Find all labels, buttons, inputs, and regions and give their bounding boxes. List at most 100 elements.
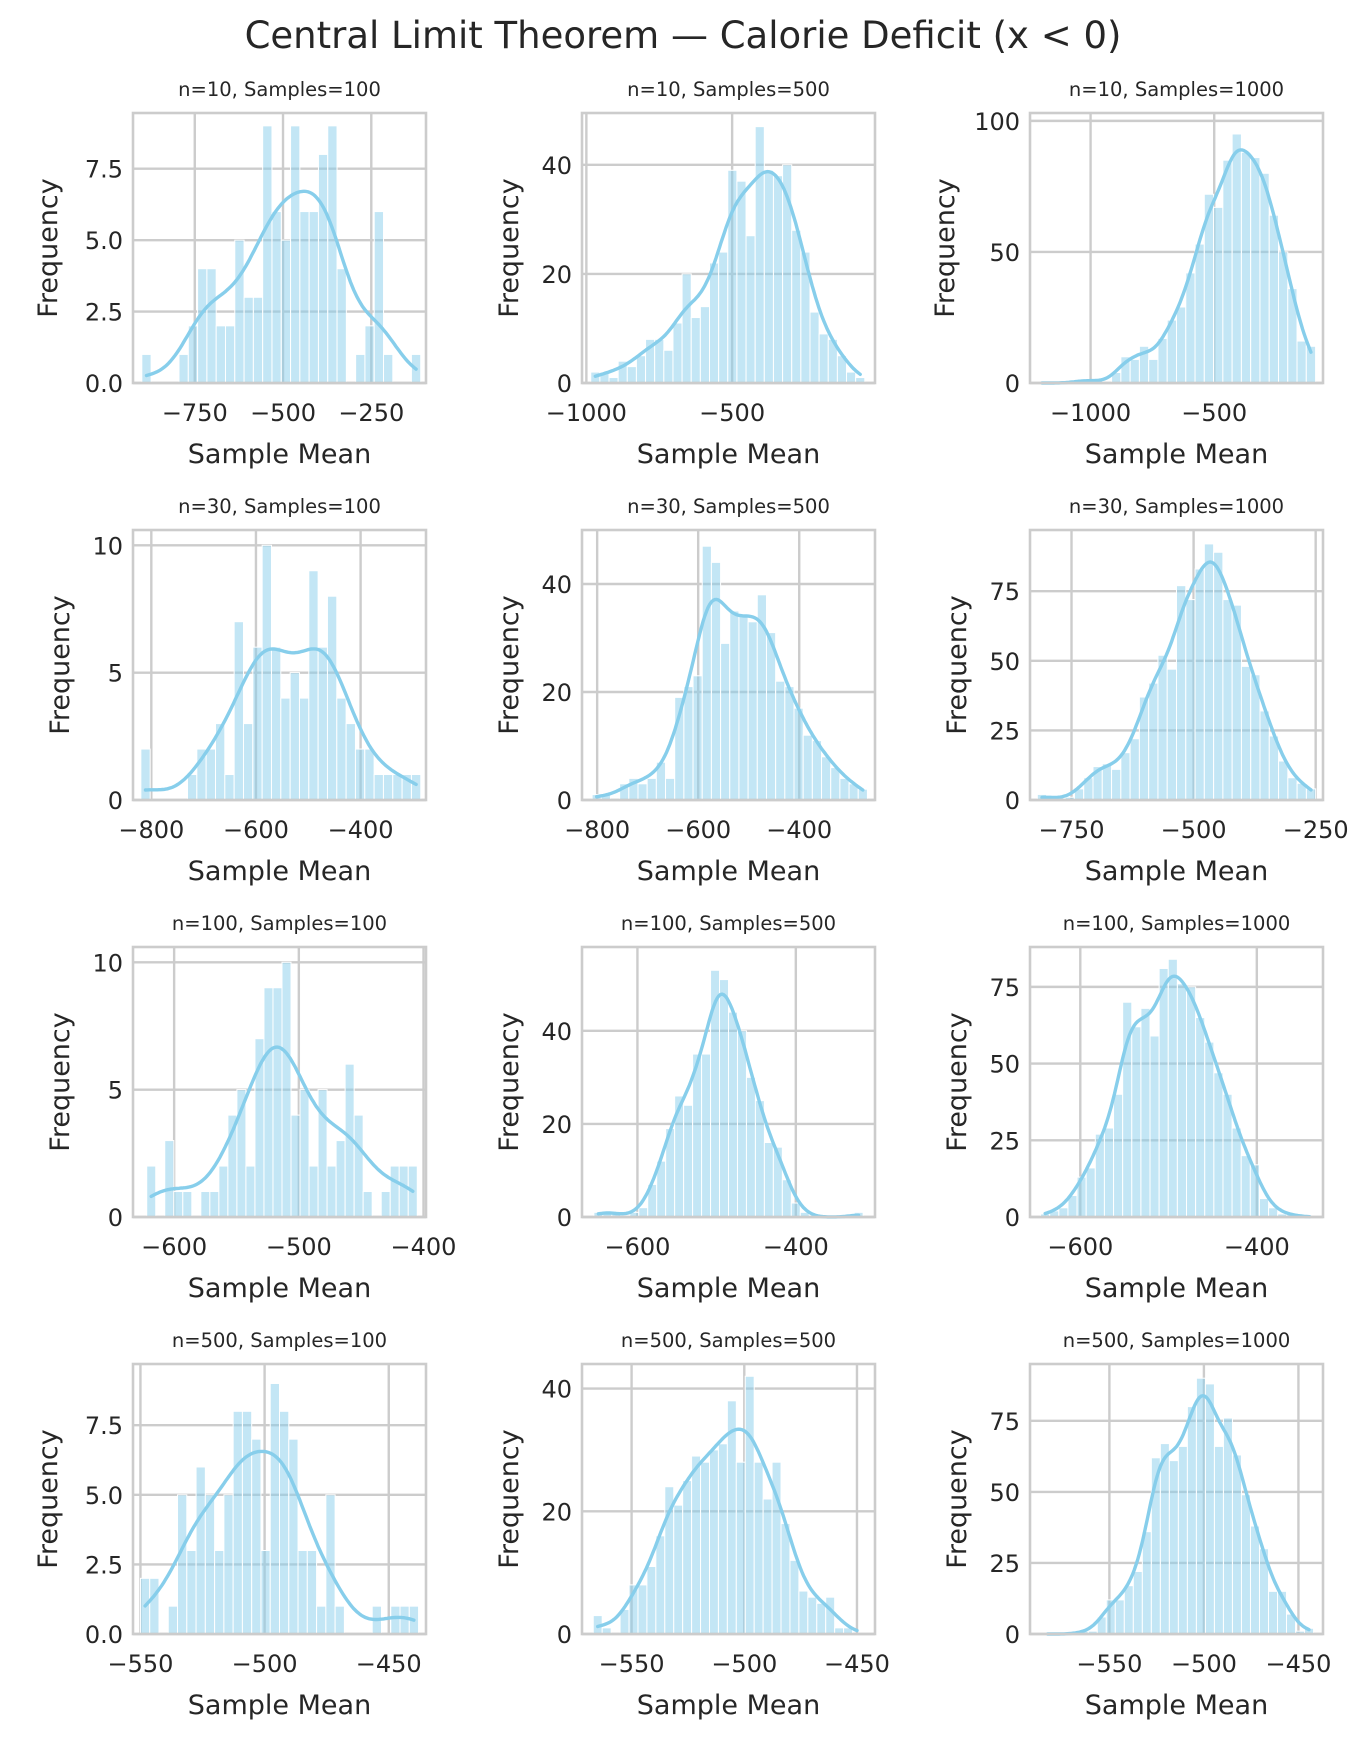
- subplot-panel: −750 −500 −250 0.0 2.5 5.0 7.5 Sample Mean Frequ…: [33, 78, 428, 470]
- histogram-bar: [214, 1549, 225, 1635]
- y-tick-label: 20: [541, 1498, 572, 1526]
- histogram-bar: [1213, 1072, 1224, 1218]
- y-tick-label: 20: [541, 1111, 572, 1139]
- x-tick-label: −500: [232, 1650, 298, 1678]
- histogram-bar: [791, 229, 802, 384]
- y-tick-label: 0: [108, 787, 123, 815]
- histogram-bar: [263, 987, 274, 1218]
- kde-curve: [1046, 1393, 1311, 1636]
- histogram-bar: [290, 125, 301, 384]
- histogram-bar: [654, 338, 665, 384]
- histogram-bar: [793, 707, 804, 801]
- y-tick-label: 0.0: [85, 370, 123, 398]
- subplot-title: n=30, Samples=500: [627, 495, 830, 518]
- histogram-bar: [1222, 1417, 1233, 1635]
- histogram-bar: [353, 1114, 364, 1218]
- histogram-bar: [1231, 133, 1242, 384]
- histogram-bar: [140, 748, 151, 801]
- subplot-title: n=10, Samples=100: [178, 78, 381, 101]
- subplot-panel: −750 −500 −250 0 25 50 75 Sample Mean Frequency n…: [942, 495, 1349, 887]
- histogram-bar: [683, 686, 694, 801]
- histogram-bar: [1194, 568, 1205, 801]
- histogram-bar: [316, 1605, 327, 1635]
- histogram-bar: [245, 1165, 256, 1218]
- histogram-bar: [262, 125, 273, 384]
- histogram-bar: [1259, 172, 1270, 384]
- axes-frame: [131, 528, 428, 802]
- x-axis-label: Sample Mean: [1085, 1690, 1268, 1721]
- histogram-bar: [1113, 1093, 1124, 1218]
- x-tick-label: −250: [1283, 816, 1349, 844]
- histogram-bar: [1240, 151, 1252, 384]
- kde-curve: [1040, 148, 1313, 385]
- histogram-bar: [1168, 1460, 1179, 1635]
- histogram-bar: [1231, 1127, 1242, 1218]
- histogram-bar: [744, 1375, 755, 1635]
- y-tick-label: 0: [557, 1621, 572, 1649]
- histogram-bar: [1167, 958, 1178, 1218]
- y-tick-label: 50: [989, 239, 1020, 267]
- x-tick-label: −600: [141, 1233, 207, 1261]
- x-tick-label: −600: [223, 816, 289, 844]
- y-tick-label: 5.0: [85, 1482, 123, 1510]
- histogram-bar: [728, 1011, 738, 1218]
- histogram-bar: [1157, 337, 1168, 384]
- histogram-bar: [205, 748, 216, 801]
- y-tick-label: 5: [108, 1077, 123, 1105]
- y-tick-label: 0.0: [85, 1621, 123, 1649]
- x-tick-label: −800: [118, 816, 184, 844]
- x-tick-label: −400: [328, 816, 394, 844]
- histogram-bar: [281, 961, 292, 1218]
- histogram-bar: [691, 1455, 702, 1635]
- histogram-bar: [1195, 1377, 1206, 1635]
- histogram-bar: [1203, 543, 1215, 801]
- y-tick-label: 0: [1005, 1621, 1020, 1649]
- y-tick-label: 50: [989, 1051, 1020, 1079]
- kde-curve: [1040, 560, 1313, 800]
- histogram-bar: [682, 1480, 693, 1635]
- histogram-bar: [355, 353, 366, 384]
- histogram-bar: [1111, 768, 1122, 801]
- x-axis-label: Sample Mean: [637, 439, 820, 470]
- histogram-bar: [780, 1523, 791, 1635]
- histogram-bar: [204, 1494, 216, 1635]
- histogram-bar: [1296, 340, 1307, 384]
- histogram-bar: [717, 1443, 728, 1635]
- histogram-bar: [1231, 1454, 1242, 1635]
- subplot-title: n=30, Samples=1000: [1069, 495, 1284, 518]
- histogram-bar: [173, 1191, 184, 1218]
- subplot-title: n=100, Samples=500: [621, 912, 836, 935]
- y-tick-label: 50: [989, 1479, 1020, 1507]
- x-tick-label: −500: [711, 1650, 777, 1678]
- histogram-bar: [200, 1191, 211, 1218]
- histogram-bar: [719, 979, 729, 1218]
- histogram-bar: [241, 1410, 253, 1635]
- subplot-panel: −600 −500 −400 0 5 10 Sample Mean Frequency n=10…: [45, 912, 456, 1304]
- x-axis-label: Sample Mean: [1085, 1273, 1268, 1304]
- histogram-bar: [1114, 1599, 1125, 1635]
- histogram-bar: [1166, 668, 1178, 801]
- histogram-bar: [308, 570, 319, 801]
- subplot-panel: −800 −600 −400 0 20 40 Sample Mean Frequency n=3…: [494, 495, 877, 887]
- axes-frame: [580, 528, 877, 802]
- histogram-bar: [392, 774, 403, 801]
- y-axis-label: Frequency: [494, 178, 525, 318]
- histogram-bar: [1129, 358, 1140, 384]
- kde-curve: [143, 647, 418, 792]
- histogram-bar: [382, 774, 394, 801]
- y-tick-label: 0: [557, 1204, 572, 1232]
- histogram-bar: [754, 126, 765, 384]
- histogram-bar: [1185, 599, 1196, 801]
- histogram-bar: [789, 1559, 800, 1635]
- figure-suptitle: Central Limit Theorem — Calorie Deficit …: [244, 14, 1122, 57]
- x-tick-label: −550: [599, 1650, 665, 1678]
- histogram-bar: [765, 632, 777, 801]
- histogram-bar: [646, 1566, 657, 1635]
- subplot-panel: −550 −500 −450 0.0 2.5 5.0 7.5 Sample Mean Frequ…: [33, 1329, 428, 1721]
- axes-frame: [131, 945, 428, 1219]
- y-tick-label: 2.5: [85, 1551, 123, 1579]
- histogram-bar: [1240, 1155, 1251, 1218]
- histogram-bar: [692, 675, 703, 801]
- histogram-bar: [718, 251, 729, 384]
